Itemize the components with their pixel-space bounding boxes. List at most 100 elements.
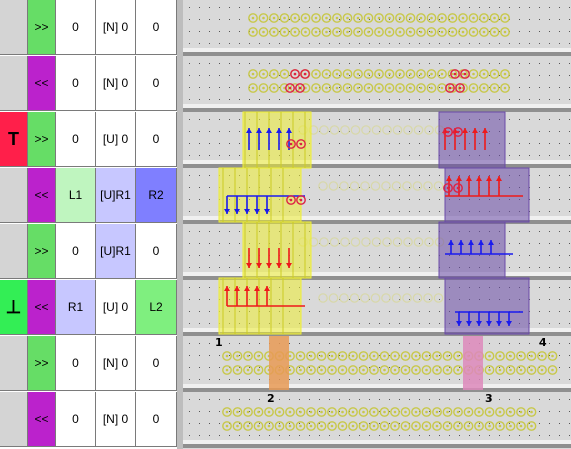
grid-dot [449,379,450,380]
grid-dot [269,43,270,44]
grid-dot [239,119,240,120]
left-value-cell[interactable]: L1 [56,168,96,223]
atom [243,365,253,375]
grid-dot [339,411,340,412]
atom [484,351,495,361]
mode-cell[interactable]: [U]R1 [96,224,136,279]
grid-dot [539,299,540,300]
shift-right-button[interactable]: >> [28,0,56,55]
left-value-cell[interactable]: 0 [56,392,96,447]
left-value-cell[interactable]: 0 [56,0,96,55]
mode-cell[interactable]: [N] 0 [96,56,136,111]
marked-atom [286,195,296,205]
grid-dot [459,379,460,380]
mode-cell[interactable]: [U]R1 [96,168,136,223]
grid-dot [199,355,200,356]
atom [500,69,510,79]
gate-slot[interactable] [0,56,28,111]
left-value-cell[interactable]: 0 [56,224,96,279]
marked-atom-core [289,198,293,202]
right-value-cell[interactable]: R2 [136,168,177,223]
gate-indicator[interactable]: T [0,112,28,167]
grid-dot [199,367,200,368]
mode-cell[interactable]: [U] 0 [96,280,136,335]
grid-dot [329,267,330,268]
right-value-cell[interactable]: 0 [136,0,177,55]
panel-separator[interactable] [177,0,183,449]
atom-core [503,30,507,34]
grid-dot [249,43,250,44]
grid-dot [289,19,290,20]
shift-left-button[interactable]: << [28,392,56,447]
grid-dot [349,379,350,380]
grid-dot [339,175,340,176]
grid-dot [409,7,410,8]
mode-cell[interactable]: [N] 0 [96,336,136,391]
grid-dot [209,255,210,256]
lattice-svg[interactable]: 1 2 3 4 [183,0,571,449]
grid-dot [339,75,340,76]
atom-core [472,86,475,90]
gate-slot[interactable] [0,168,28,223]
right-value-cell[interactable]: 0 [136,392,177,447]
atom [232,365,243,375]
grid-dot [349,323,350,324]
shift-right-button[interactable]: >> [28,112,56,167]
shift-left-button[interactable]: << [28,168,56,223]
grid-dot [339,355,340,356]
marked-atom [290,69,300,79]
grid-dot [299,379,300,380]
grid-dot [439,367,440,368]
left-value-cell[interactable]: 0 [56,56,96,111]
grid-dot [439,31,440,32]
gate-slot[interactable] [0,392,28,447]
atom-core [367,16,370,20]
left-value-cell[interactable]: 0 [56,336,96,391]
marked-atom-core [288,86,292,90]
grid-dot [199,63,200,64]
lattice-canvas[interactable]: 1 2 3 4 [183,0,571,449]
grid-dot [369,211,370,212]
left-value-cell[interactable]: 0 [56,112,96,167]
grid-dot [239,379,240,380]
grid-dot [449,99,450,100]
right-value-cell[interactable]: 0 [136,56,177,111]
empty-site [318,181,328,191]
flow-arrow-head [462,128,468,133]
grid-dot [409,75,410,76]
shift-left-button[interactable]: << [28,280,56,335]
grid-dot [199,87,200,88]
gate-slot[interactable] [0,336,28,391]
flow-arrow-head [466,321,472,326]
right-value-cell[interactable]: 0 [136,336,177,391]
right-value-cell[interactable]: 0 [136,224,177,279]
grid-dot [289,435,290,436]
mode-cell[interactable]: [N] 0 [96,0,136,55]
grid-dot [389,155,390,156]
atom [437,13,447,23]
gate-indicator[interactable]: ⊥ [0,280,28,335]
grid-dot [539,75,540,76]
mode-cell[interactable]: [N] 0 [96,392,136,447]
mode-cell[interactable]: [U] 0 [96,112,136,167]
gate-slot[interactable] [0,0,28,55]
grid-dot [329,243,330,244]
grid-dot [449,435,450,436]
shift-left-button[interactable]: << [28,56,56,111]
grid-dot [209,31,210,32]
grid-dot [399,143,400,144]
grid-dot [189,355,190,356]
shift-right-button[interactable]: >> [28,224,56,279]
atom [458,13,468,23]
right-value-cell[interactable]: 0 [136,112,177,167]
grid-dot [369,175,370,176]
gate-slot[interactable] [0,224,28,279]
shift-right-button[interactable]: >> [28,336,56,391]
grid-dot [309,311,310,312]
atom [463,421,474,431]
marked-atom [445,83,455,93]
atom [222,407,232,417]
right-value-cell[interactable]: L2 [136,280,177,335]
atom [316,407,327,417]
left-value-cell[interactable]: R1 [56,280,96,335]
